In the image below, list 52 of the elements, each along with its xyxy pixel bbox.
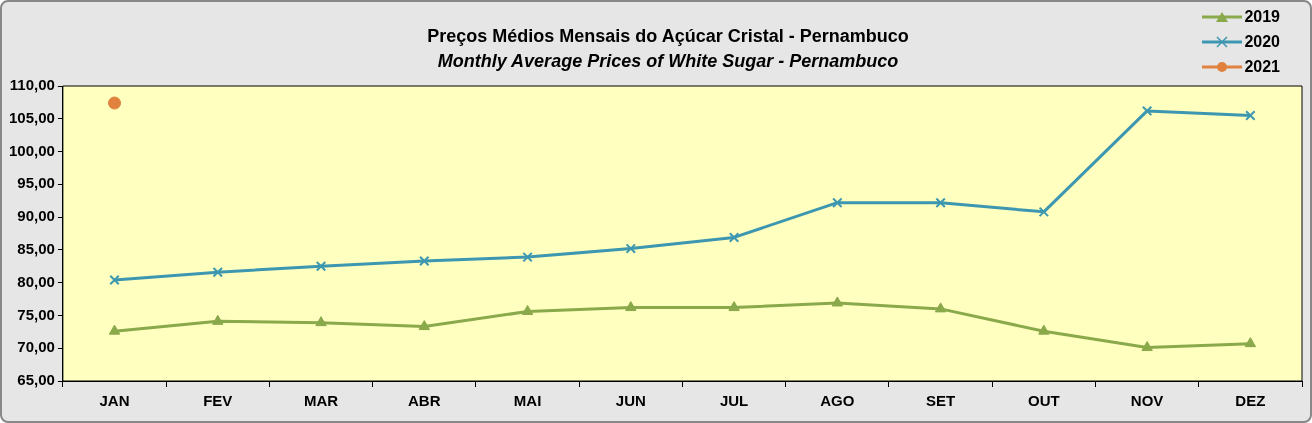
chart-subtitle: Monthly Average Prices of White Sugar - Pernambuco (437, 51, 899, 71)
y-tick-label: 100,00 (8, 141, 55, 159)
point (1141, 341, 1153, 352)
point (1038, 324, 1050, 335)
point (108, 96, 122, 110)
legend-label: 2020 (1244, 32, 1280, 51)
point (935, 197, 946, 208)
point (728, 301, 740, 312)
y-tick-label: 105,00 (8, 108, 55, 126)
point (419, 255, 430, 267)
x-tick-label: ABR (408, 392, 441, 410)
chart-title: Preços Médios Mensais do Açúcar Cristal - Pernambuco (427, 26, 909, 46)
point (831, 296, 844, 307)
point (1245, 110, 1256, 121)
y-tick-label: 75,00 (17, 305, 55, 323)
x-tick-label: NOV (1130, 392, 1164, 410)
point (108, 324, 121, 335)
x-tick-label: JUL (719, 392, 749, 410)
point (212, 314, 224, 325)
point (1038, 206, 1050, 218)
point (625, 301, 637, 312)
y-tick-label: 70,00 (17, 338, 55, 356)
y-tick-label: 90,00 (17, 207, 55, 225)
point (728, 232, 740, 243)
x-tick-label: JUN (615, 392, 646, 410)
point (212, 266, 224, 278)
x-tick-label: AGO (820, 392, 855, 410)
legend-label: 2021 (1244, 57, 1280, 76)
point (1244, 337, 1257, 348)
x-tick-label: MAI (513, 392, 542, 410)
y-tick-label: 80,00 (17, 272, 55, 290)
point (522, 251, 533, 263)
y-tick-label: 95,00 (17, 174, 55, 192)
y-tick-label: 65,00 (17, 371, 55, 389)
point (934, 302, 947, 313)
point (315, 316, 327, 327)
point (521, 305, 534, 316)
point (315, 261, 327, 272)
point (832, 197, 843, 208)
x-tick-label: OUT (1028, 392, 1060, 410)
y-tick-label: 85,00 (17, 240, 55, 258)
legend-label: 2019 (1244, 7, 1280, 26)
x-tick-label: MAR (303, 392, 339, 410)
point (625, 243, 637, 254)
point (418, 320, 430, 331)
x-tick-label: FEV (203, 392, 233, 410)
point (109, 274, 120, 286)
point (1141, 105, 1153, 117)
x-tick-label: DEZ (1235, 392, 1266, 410)
x-tick-label: SET (926, 392, 956, 410)
y-tick-label: 110,00 (9, 76, 55, 94)
x-tick-label: JAN (99, 392, 130, 410)
